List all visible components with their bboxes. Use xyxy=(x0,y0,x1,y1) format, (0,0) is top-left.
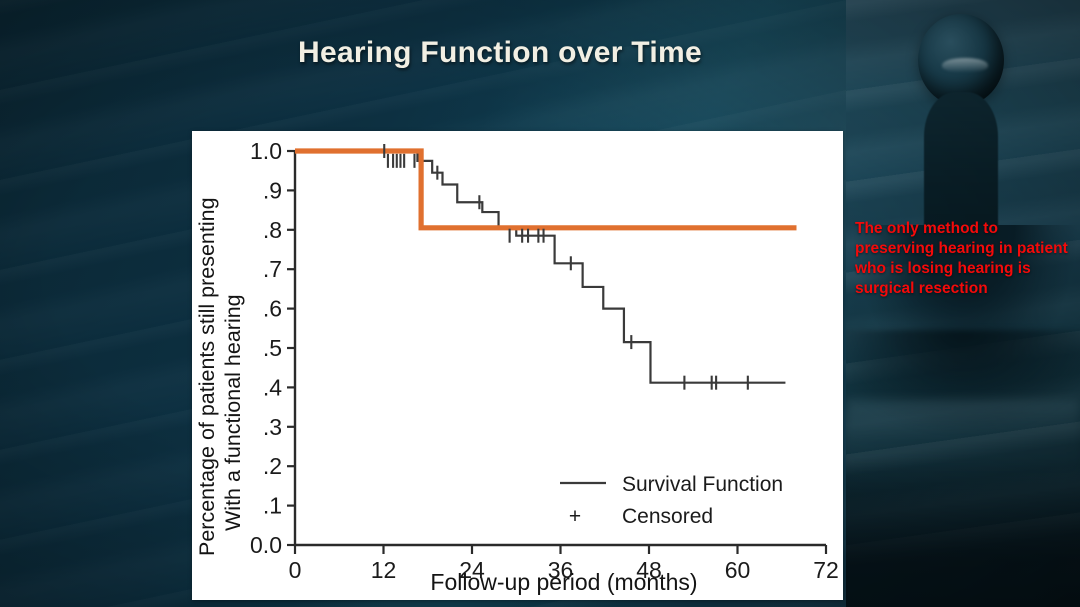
y-tick-label: 1.0 xyxy=(250,138,282,164)
x-tick-label: 48 xyxy=(636,557,662,583)
y-tick-label: .3 xyxy=(263,414,282,440)
water-drop-highlight xyxy=(942,58,988,72)
censored-markers xyxy=(383,144,749,390)
y-axis-ticks: 0.0 .1 .2 .3 .4 .5 .6 .7 .8 .9 1.0 xyxy=(250,138,295,558)
orange-reference-line xyxy=(295,148,797,231)
y-tick-label: .1 xyxy=(263,493,282,519)
water-drop-skirt xyxy=(846,330,1080,460)
y-axis-label-line2: With a functional hearing xyxy=(221,294,245,531)
chart-panel: Percentage of patients still presenting … xyxy=(192,131,843,600)
chart-legend: Survival Function + Censored xyxy=(560,473,783,528)
y-tick-label: 0.0 xyxy=(250,532,282,558)
legend-label-censored: Censored xyxy=(622,505,713,528)
x-axis-ticks: 0 12 24 36 48 60 72 xyxy=(289,545,839,583)
x-tick-label: 36 xyxy=(548,557,574,583)
y-tick-label: .6 xyxy=(263,296,282,322)
legend-label-survival-function: Survival Function xyxy=(622,473,783,496)
water-bottom-shadow xyxy=(846,457,1080,607)
x-axis-title: Follow-up period (months) xyxy=(430,569,697,595)
survival-chart: Percentage of patients still presenting … xyxy=(195,138,839,595)
y-tick-label: .7 xyxy=(263,256,282,282)
survival-function-line xyxy=(295,149,786,384)
callout-text: The only method to preserving hearing in… xyxy=(855,220,1068,298)
y-tick-label: .9 xyxy=(263,177,282,203)
y-axis-label-line1: Percentage of patients still presenting xyxy=(195,197,219,556)
y-tick-label: .8 xyxy=(263,217,282,243)
page-title: Hearing Function over Time xyxy=(298,36,702,69)
y-tick-label: .2 xyxy=(263,453,282,479)
x-tick-label: 24 xyxy=(459,557,485,583)
x-tick-label: 0 xyxy=(289,557,302,583)
y-tick-label: .4 xyxy=(263,374,282,400)
x-tick-label: 60 xyxy=(725,557,751,583)
x-tick-label: 12 xyxy=(371,557,397,583)
legend-plus-swatch: + xyxy=(569,505,581,528)
y-tick-label: .5 xyxy=(263,335,282,361)
x-tick-label: 72 xyxy=(813,557,839,583)
water-drop-image xyxy=(846,0,1080,607)
